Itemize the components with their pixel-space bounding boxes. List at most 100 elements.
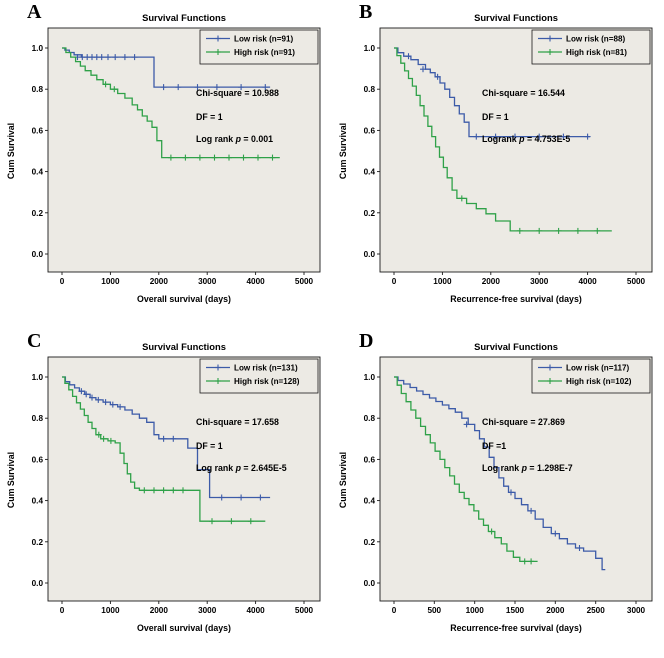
svg-text:1000: 1000 [466,606,485,615]
svg-text:1500: 1500 [506,606,525,615]
svg-text:0.0: 0.0 [32,250,44,259]
svg-text:High risk (n=128): High risk (n=128) [234,377,300,386]
svg-text:Low risk (n=88): Low risk (n=88) [566,35,625,44]
svg-text:0.2: 0.2 [32,538,44,547]
svg-text:DF =1: DF =1 [482,441,506,451]
svg-text:High risk (n=91): High risk (n=91) [234,48,295,57]
svg-text:0.2: 0.2 [364,209,376,218]
panel-c: C Survival Functions 0 1000 2000 3000 4000 500… [0,329,332,658]
series-low-risk [62,47,271,91]
svg-text:0: 0 [60,277,65,286]
x-axis: 0 1000 2000 3000 4000 5000 Overall survival (d… [60,272,314,304]
x-axis: 0 1000 2000 3000 4000 5000 Recurrence-free sur… [392,272,646,304]
svg-text:3000: 3000 [198,606,217,615]
svg-text:High risk (n=81): High risk (n=81) [566,48,627,57]
svg-text:0.6: 0.6 [32,126,44,135]
series-high-risk [394,47,612,234]
svg-text:1000: 1000 [433,277,452,286]
svg-text:Low risk (n=131): Low risk (n=131) [234,364,298,373]
svg-text:1.0: 1.0 [32,373,44,382]
svg-text:5000: 5000 [627,277,646,286]
chart-title: Survival Functions [142,12,226,23]
x-axis-label: Recurrence-free survival (days) [450,623,582,633]
svg-text:Log rank p = 0.001: Log rank p = 0.001 [196,134,273,144]
svg-text:3000: 3000 [627,606,646,615]
svg-text:5000: 5000 [295,606,314,615]
svg-text:0.6: 0.6 [364,126,376,135]
svg-text:500: 500 [427,606,441,615]
series-low-risk [394,47,591,140]
svg-text:Low risk (n=91): Low risk (n=91) [234,35,293,44]
svg-text:0.4: 0.4 [32,168,44,177]
svg-text:2500: 2500 [587,606,606,615]
x-axis: 0 1000 2000 3000 4000 5000 Overall survival (d… [60,601,314,633]
km-chart-b: Survival Functions 0 1000 2000 3000 4000 5000 R… [338,12,653,304]
legend: Low risk (n=131) High risk (n=128) [199,358,319,394]
svg-text:0.6: 0.6 [32,455,44,464]
y-axis: 0.0 0.2 0.4 0.6 0.8 1.0 Cum Survival [338,373,380,588]
svg-text:Log rank p = 1.298E-7: Log rank p = 1.298E-7 [482,463,573,473]
svg-text:High risk (n=102): High risk (n=102) [566,377,632,386]
panel-label-c: C [27,330,42,352]
series-high-risk [394,376,538,565]
svg-text:2000: 2000 [150,277,169,286]
x-axis-label: Overall survival (days) [137,623,231,633]
series-low-risk [62,376,271,501]
svg-text:0.2: 0.2 [364,538,376,547]
chart-title: Survival Functions [142,341,226,352]
km-chart-a: Survival Functions 0 1000 2000 3000 4000 5000 O… [6,12,321,304]
svg-text:0.8: 0.8 [364,85,376,94]
svg-text:0.8: 0.8 [364,414,376,423]
y-axis-label: Cum Survival [338,452,348,508]
panel-d: D Survival Functions 0 500 1000 1500 2000 2500… [332,329,664,658]
stats: Chi-square = 16.544 DF = 1 Logrank p = 4.7… [482,88,570,144]
stats: Chi-square = 10.988 DF = 1 Log rank p = 0.… [196,88,279,144]
panel-label-b: B [359,1,373,23]
svg-text:0: 0 [392,606,397,615]
svg-text:0.8: 0.8 [32,85,44,94]
svg-text:5000: 5000 [295,277,314,286]
panel-b: B Survival Functions 0 1000 2000 3000 4000 500… [332,0,664,329]
chart-title: Survival Functions [474,341,558,352]
svg-text:Chi-square = 16.544: Chi-square = 16.544 [482,88,565,98]
svg-text:4000: 4000 [578,277,597,286]
svg-text:2000: 2000 [150,606,169,615]
svg-text:4000: 4000 [246,277,265,286]
svg-text:1000: 1000 [101,606,120,615]
svg-text:0: 0 [60,606,65,615]
svg-text:0.0: 0.0 [364,250,376,259]
chart-title: Survival Functions [474,12,558,23]
series-high-risk [62,47,280,161]
svg-text:Chi-square = 27.869: Chi-square = 27.869 [482,417,565,427]
svg-text:1.0: 1.0 [32,44,44,53]
plot-area [47,356,321,602]
svg-text:DF = 1: DF = 1 [196,112,223,122]
y-axis: 0.0 0.2 0.4 0.6 0.8 1.0 Cum Survival [338,44,380,259]
y-axis-label: Cum Survival [6,452,16,508]
x-axis: 0 500 1000 1500 2000 2500 3000 Recurrence-free … [392,601,646,633]
x-axis-label: Overall survival (days) [137,294,231,304]
svg-text:0.0: 0.0 [32,579,44,588]
svg-text:DF = 1: DF = 1 [482,112,509,122]
svg-text:Log rank p = 2.645E-5: Log rank p = 2.645E-5 [196,463,287,473]
legend: Low risk (n=91) High risk (n=91) [199,29,319,65]
svg-text:0.2: 0.2 [32,209,44,218]
stats: Chi-square = 17.658 DF = 1 Log rank p = 2.… [196,417,287,473]
legend: Low risk (n=117) High risk (n=102) [531,358,651,394]
km-chart-d: Survival Functions 0 500 1000 1500 2000 2500 30… [338,341,653,633]
stats: Chi-square = 27.869 DF =1 Log rank p = 1.2… [482,417,573,473]
series-high-risk [62,376,266,525]
y-axis-label: Cum Survival [6,123,16,179]
y-axis: 0.0 0.2 0.4 0.6 0.8 1.0 Cum Survival [6,373,48,588]
svg-text:Chi-square = 10.988: Chi-square = 10.988 [196,88,279,98]
y-axis: 0.0 0.2 0.4 0.6 0.8 1.0 Cum Survival [6,44,48,259]
svg-text:0.8: 0.8 [32,414,44,423]
svg-text:Low risk (n=117): Low risk (n=117) [566,364,630,373]
svg-text:0.6: 0.6 [364,455,376,464]
svg-text:1000: 1000 [101,277,120,286]
svg-text:Chi-square = 17.658: Chi-square = 17.658 [196,417,279,427]
plot-area [379,356,653,602]
svg-text:Logrank p = 4.753E-5: Logrank p = 4.753E-5 [482,134,570,144]
panel-a: A Survival Functions 0 1000 2000 3000 4000 500… [0,0,332,329]
